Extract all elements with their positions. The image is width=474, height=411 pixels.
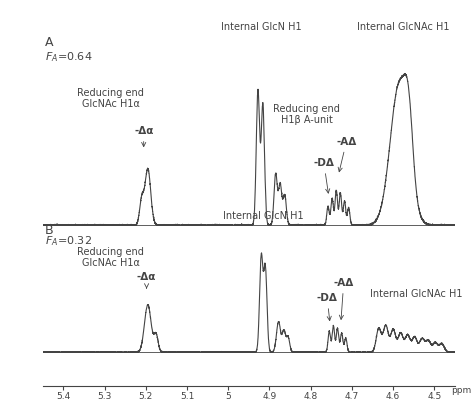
Text: -AΔ: -AΔ	[334, 278, 354, 319]
Text: $F_A$=0.32: $F_A$=0.32	[45, 234, 92, 248]
Text: $F_A$=0.64: $F_A$=0.64	[45, 50, 92, 64]
Text: -Δα: -Δα	[134, 126, 154, 147]
Text: Reducing end
H1β A-unit: Reducing end H1β A-unit	[273, 104, 340, 125]
Text: Reducing end
GlcNAc H1α: Reducing end GlcNAc H1α	[77, 88, 144, 109]
Text: -DΔ: -DΔ	[313, 158, 334, 193]
Text: B: B	[45, 224, 54, 237]
Text: Internal GlcNAc H1: Internal GlcNAc H1	[357, 22, 450, 32]
Text: Internal GlcNAc H1: Internal GlcNAc H1	[370, 289, 462, 298]
Text: Reducing end
GlcNAc H1α: Reducing end GlcNAc H1α	[77, 247, 144, 268]
Text: Internal GlcN H1: Internal GlcN H1	[223, 211, 303, 222]
Text: ppm: ppm	[451, 386, 471, 395]
Text: -Δα: -Δα	[137, 272, 156, 288]
Text: Internal GlcN H1: Internal GlcN H1	[221, 22, 301, 32]
Text: -AΔ: -AΔ	[336, 137, 356, 172]
Text: A: A	[45, 36, 53, 49]
Text: -DΔ: -DΔ	[317, 293, 337, 321]
